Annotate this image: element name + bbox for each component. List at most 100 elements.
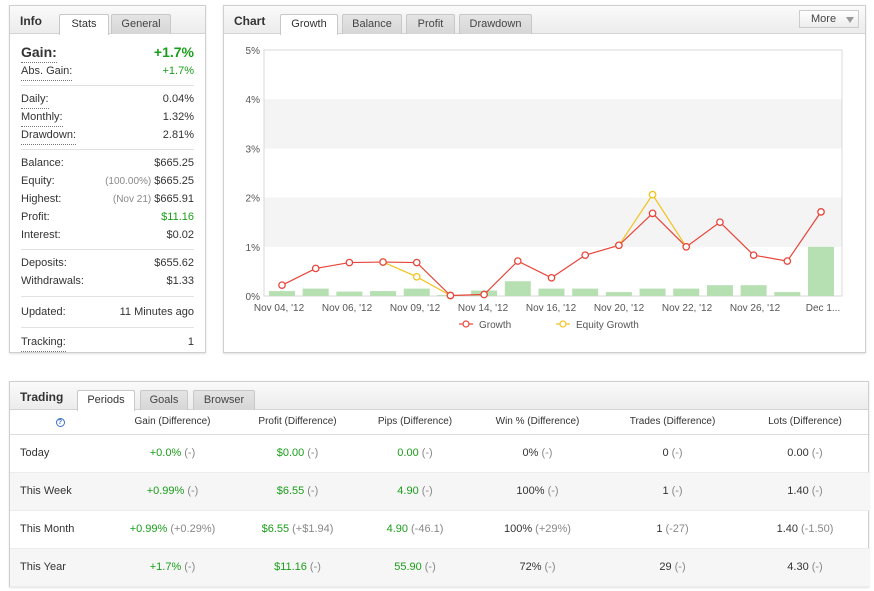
cell-difference: (-46.1): [411, 523, 444, 535]
cell-difference: (-): [307, 447, 319, 459]
profit-label: Profit:: [21, 211, 50, 223]
deposits-row: Deposits: $655.62: [21, 254, 194, 272]
growth-bar: [403, 288, 430, 296]
y-tick-label: 1%: [246, 243, 261, 254]
profit-row: Profit: $11.16: [21, 208, 194, 226]
table-cell: +0.99% (+0.29%): [110, 510, 235, 549]
cell-value: 100%: [516, 485, 545, 497]
cell-value: +0.99%: [146, 485, 185, 497]
cell-difference: (-): [184, 561, 196, 573]
cell-difference: (+$1.94): [292, 523, 334, 535]
data-point: [648, 209, 657, 218]
cell-difference: (-): [307, 485, 319, 497]
data-point: [513, 257, 522, 265]
daily-value: 0.04%: [162, 93, 194, 105]
tab-browser[interactable]: Browser: [193, 390, 255, 410]
drawdown-value: 2.81%: [162, 129, 194, 141]
trading-header: Trading Periods Goals Browser: [10, 382, 868, 411]
table-cell: 4.30 (-): [740, 548, 870, 587]
cell-difference: (-): [544, 561, 556, 573]
cell-value: $11.16: [274, 561, 307, 573]
more-dropdown[interactable]: More: [799, 10, 859, 28]
tab-general[interactable]: General: [111, 14, 171, 34]
growth-bar: [302, 288, 329, 296]
x-tick-label: Nov 09, '12: [390, 303, 441, 314]
cell-difference: (-): [424, 561, 436, 573]
tab-drawdown[interactable]: Drawdown: [459, 14, 532, 34]
cell-value: +0.99%: [129, 523, 168, 535]
tab-stats[interactable]: Stats: [59, 14, 109, 35]
data-point: [716, 218, 724, 227]
table-cell: 100% (+29%): [470, 510, 605, 549]
table-cell: 4.90 (-): [360, 472, 470, 511]
data-point: [581, 251, 590, 260]
x-tick-label: Nov 20, '12: [594, 303, 645, 314]
cell-value: $6.55: [276, 485, 305, 497]
data-point: [345, 258, 354, 267]
data-point: [817, 208, 825, 216]
column-header: Lots (Difference): [740, 410, 870, 435]
deposits-label: Deposits:: [21, 257, 67, 269]
table-cell: 4.90 (-46.1): [360, 510, 470, 549]
table-cell: 72% (-): [470, 548, 605, 587]
x-tick-label: Nov 06, '12: [322, 303, 373, 314]
y-tick-label: 0%: [246, 292, 261, 303]
tab-growth[interactable]: Growth: [280, 14, 338, 35]
monthly-label[interactable]: Monthly:: [21, 108, 63, 127]
growth-bar: [538, 288, 565, 296]
growth-bar: [605, 292, 632, 296]
table-cell: 0% (-): [470, 434, 605, 473]
growth-bar: [774, 292, 801, 296]
growth-bar: [336, 291, 363, 296]
cell-difference: (-): [811, 447, 823, 459]
drawdown-label[interactable]: Drawdown:: [21, 126, 77, 145]
legend-label: Growth: [479, 320, 511, 331]
equity-note: (100.00%): [105, 176, 152, 187]
cell-value: $0.00: [276, 447, 305, 459]
trading-title: Trading: [20, 390, 64, 404]
chevron-down-icon: [846, 17, 854, 23]
chart-panel: Chart Growth Balance Profit Drawdown Mor…: [223, 5, 866, 353]
cell-value: 4.90: [397, 485, 419, 497]
cell-value: +0.0%: [149, 447, 182, 459]
tracking-link[interactable]: Tracking:: [21, 333, 66, 352]
cell-difference: (-): [309, 561, 321, 573]
tab-goals[interactable]: Goals: [140, 390, 188, 410]
y-tick-label: 5%: [246, 46, 261, 57]
data-point: [783, 257, 792, 265]
cell-difference: (-): [187, 485, 199, 497]
growth-bar: [639, 288, 666, 296]
column-header: Pips (Difference): [360, 410, 470, 435]
growth-bar: [706, 285, 733, 296]
column-header: Profit (Difference): [235, 410, 360, 435]
daily-label[interactable]: Daily:: [21, 90, 49, 109]
cell-difference: (-): [671, 447, 683, 459]
cell-difference: (-): [811, 485, 823, 497]
abs-gain-label[interactable]: Abs. Gain:: [21, 62, 73, 81]
cell-difference: (-1.50): [801, 523, 834, 535]
withdrawals-value: $1.33: [166, 275, 194, 287]
data-point: [682, 242, 691, 251]
gain-label[interactable]: Gain:: [21, 42, 57, 63]
tab-profit[interactable]: Profit: [406, 14, 455, 34]
data-point: [749, 251, 758, 260]
tab-periods[interactable]: Periods: [77, 390, 135, 411]
cell-difference: (+0.29%): [170, 523, 216, 535]
help-icon[interactable]: ?: [55, 418, 65, 428]
tab-balance[interactable]: Balance: [342, 14, 402, 34]
cell-value: 1.40: [787, 485, 809, 497]
drawdown-row: Drawdown: 2.81%: [21, 126, 194, 145]
cell-difference: (-27): [665, 523, 689, 535]
cell-value: 4.30: [787, 561, 809, 573]
equity-value: $665.25: [154, 175, 194, 187]
cell-value: 0: [662, 447, 669, 459]
daily-row: Daily: 0.04%: [21, 90, 194, 109]
grid-band: [264, 197, 842, 247]
column-header: Gain (Difference): [110, 410, 235, 435]
table-cell: +0.99% (-): [110, 472, 235, 511]
cell-difference: (-): [184, 447, 196, 459]
data-point: [547, 273, 556, 282]
table-row: This Week +0.99% (-) $6.55 (-) 4.90 (-) 100% (-)…: [10, 472, 870, 511]
table-cell: 0 (-): [605, 434, 740, 473]
info-header: Info Stats General: [10, 6, 205, 35]
